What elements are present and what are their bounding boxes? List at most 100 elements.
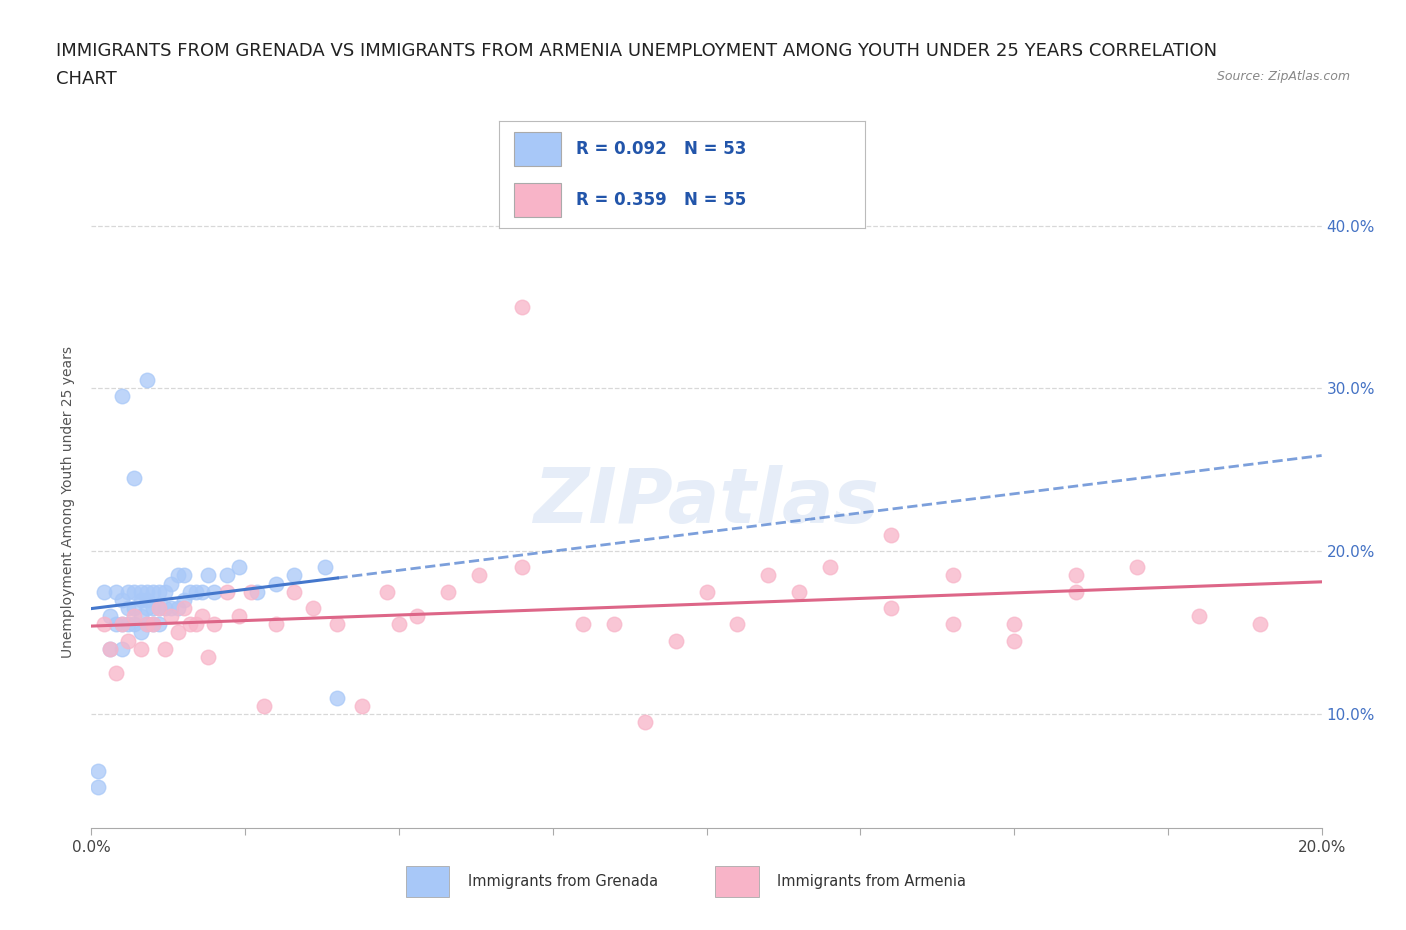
Point (129, 642, 152, 657)
FancyBboxPatch shape (406, 866, 450, 897)
Point (129, 584, 152, 599)
Text: IMMIGRANTS FROM GRENADA VS IMMIGRANTS FROM ARMENIA UNEMPLOYMENT AMONG YOUTH UNDE: IMMIGRANTS FROM GRENADA VS IMMIGRANTS FR… (56, 42, 1218, 60)
Point (135, 601, 157, 616)
Point (86, 779, 108, 794)
Point (202, 617, 225, 631)
Point (179, 584, 201, 599)
Point (696, 584, 718, 599)
Point (665, 633, 688, 648)
Text: Immigrants from Grenada: Immigrants from Grenada (468, 873, 658, 889)
Point (1064, 584, 1087, 599)
Point (105, 584, 127, 599)
Point (942, 617, 965, 631)
Point (228, 609, 250, 624)
Point (142, 617, 165, 631)
Point (240, 584, 263, 599)
Point (160, 577, 183, 591)
Point (148, 584, 170, 599)
Point (1126, 560, 1149, 575)
Point (756, 568, 779, 583)
Point (510, 299, 533, 314)
Point (166, 625, 188, 640)
Point (93, 617, 115, 631)
Point (117, 601, 139, 616)
Point (215, 568, 238, 583)
Text: Immigrants from Armenia: Immigrants from Armenia (778, 873, 966, 889)
Point (111, 617, 134, 631)
Point (326, 617, 349, 631)
Point (111, 642, 134, 657)
Point (117, 633, 139, 648)
Point (314, 560, 336, 575)
Point (129, 625, 152, 640)
Text: R = 0.092   N = 53: R = 0.092 N = 53 (576, 140, 747, 158)
Point (191, 584, 214, 599)
Point (111, 617, 134, 631)
Point (406, 609, 429, 624)
Point (572, 617, 595, 631)
Point (173, 601, 195, 616)
Point (124, 471, 146, 485)
Point (124, 601, 146, 616)
Point (111, 592, 134, 607)
Point (179, 617, 201, 631)
Point (375, 584, 398, 599)
Point (1002, 617, 1025, 631)
Point (326, 690, 349, 705)
Point (301, 601, 323, 616)
Point (1002, 633, 1025, 648)
Point (437, 584, 460, 599)
Point (603, 617, 626, 631)
Point (98, 642, 121, 657)
Point (135, 592, 157, 607)
FancyBboxPatch shape (513, 183, 561, 218)
Point (148, 601, 170, 616)
FancyBboxPatch shape (716, 866, 759, 897)
Point (880, 527, 903, 542)
Text: R = 0.359   N = 55: R = 0.359 N = 55 (576, 191, 747, 209)
Point (634, 714, 657, 729)
Point (129, 609, 152, 624)
Point (117, 584, 139, 599)
Point (197, 568, 219, 583)
Point (93, 584, 115, 599)
Point (228, 560, 250, 575)
Point (166, 601, 188, 616)
Point (1187, 609, 1209, 624)
Point (215, 584, 238, 599)
Point (253, 698, 276, 713)
Point (153, 642, 177, 657)
Point (135, 584, 157, 599)
Text: Source: ZipAtlas.com: Source: ZipAtlas.com (1216, 70, 1350, 83)
Point (129, 592, 152, 607)
Point (818, 560, 841, 575)
Point (202, 584, 225, 599)
Point (388, 617, 411, 631)
Point (1249, 617, 1271, 631)
Point (142, 584, 165, 599)
Point (135, 617, 157, 631)
Point (98, 609, 121, 624)
Point (283, 584, 305, 599)
Point (246, 584, 269, 599)
Point (148, 617, 170, 631)
Point (105, 666, 127, 681)
Point (787, 584, 810, 599)
Point (160, 601, 183, 616)
Point (510, 560, 533, 575)
Point (111, 389, 134, 404)
Point (173, 568, 195, 583)
Point (725, 617, 748, 631)
Point (124, 584, 146, 599)
Point (173, 592, 195, 607)
Point (135, 373, 157, 388)
Text: CHART: CHART (56, 70, 117, 87)
Point (264, 577, 287, 591)
Point (264, 617, 287, 631)
Point (124, 617, 146, 631)
Point (148, 601, 170, 616)
Point (160, 609, 183, 624)
Point (153, 601, 177, 616)
FancyBboxPatch shape (513, 132, 561, 166)
Point (124, 609, 146, 624)
